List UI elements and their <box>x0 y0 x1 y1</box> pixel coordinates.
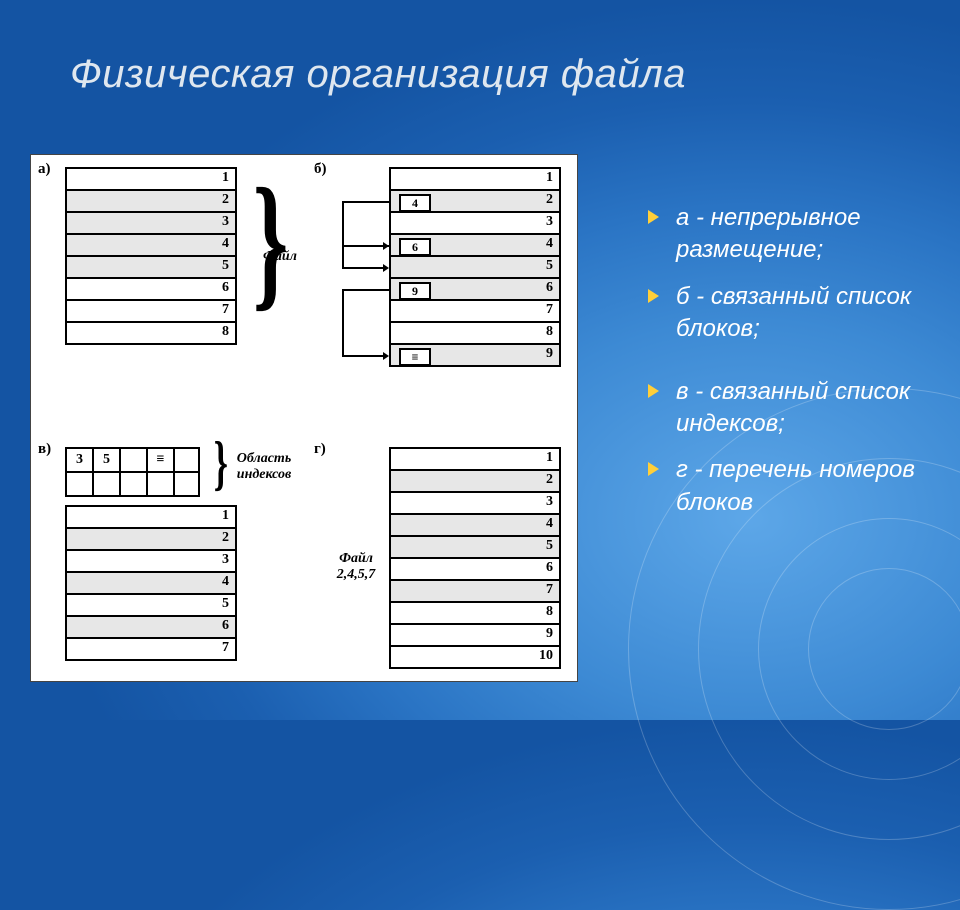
block-number: 3 <box>546 494 553 510</box>
panel-label-v: в) <box>38 441 51 458</box>
pointer-box: 9 <box>399 282 431 300</box>
index-cell: 3 <box>65 449 92 471</box>
panel-label-a: а) <box>38 161 51 178</box>
block-number: 4 <box>546 236 553 252</box>
bg-ring <box>808 568 960 730</box>
block-row: 2 <box>391 471 561 493</box>
block-row: 1 <box>391 449 561 471</box>
block-number: 1 <box>222 508 229 524</box>
block-row: 6 <box>67 617 237 639</box>
block-row: 69 <box>391 279 561 301</box>
block-number: 7 <box>546 302 553 318</box>
block-row: 3 <box>391 213 561 235</box>
block-row: 5 <box>391 537 561 559</box>
bullet-item: г - перечень номеров блоков <box>648 454 960 519</box>
block-row: 9≡ <box>391 345 561 367</box>
pointer-box: 6 <box>399 238 431 256</box>
bullet-list: а - непрерывное размещение; б - связанны… <box>608 202 960 533</box>
block-number: 4 <box>222 236 229 252</box>
block-row: 7 <box>391 301 561 323</box>
block-number: 5 <box>222 258 229 274</box>
block-number: 3 <box>222 214 229 230</box>
block-number: 8 <box>546 324 553 340</box>
block-number: 6 <box>222 280 229 296</box>
bullet-item: б - связанный список блоков; <box>648 281 960 346</box>
block-number: 1 <box>546 170 553 186</box>
block-number: 6 <box>222 618 229 634</box>
block-row: 3 <box>391 493 561 515</box>
block-row: 7 <box>391 581 561 603</box>
block-number: 4 <box>546 516 553 532</box>
block-number: 5 <box>546 538 553 554</box>
bullet-item: а - непрерывное размещение; <box>648 202 960 267</box>
block-number: 3 <box>222 552 229 568</box>
link-arrows <box>323 167 403 377</box>
panel-label-g: г) <box>314 441 326 458</box>
caption-idx: Область индексов <box>229 451 299 483</box>
index-cell <box>146 473 173 495</box>
block-row: 5 <box>67 595 237 617</box>
block-number: 2 <box>222 192 229 208</box>
block-number: 6 <box>546 560 553 576</box>
block-row: 4 <box>67 573 237 595</box>
block-number: 8 <box>222 324 229 340</box>
block-number: 3 <box>546 214 553 230</box>
block-number: 2 <box>546 472 553 488</box>
block-row: 7 <box>67 639 237 661</box>
index-cell <box>119 473 146 495</box>
index-cell <box>92 473 119 495</box>
block-row: 2 <box>67 529 237 551</box>
block-row: 1 <box>391 169 561 191</box>
index-cell: ≡ <box>146 449 173 471</box>
page-title: Физическая организация файла <box>70 52 686 97</box>
block-row: 5 <box>391 257 561 279</box>
block-number: 7 <box>222 302 229 318</box>
index-cell <box>173 449 200 471</box>
block-row: 1 <box>67 169 237 191</box>
block-row: 7 <box>67 301 237 323</box>
block-number: 2 <box>222 530 229 546</box>
block-number: 2 <box>546 192 553 208</box>
diagram-figure: а) 12345678 } Файл б) 124346569789≡ в) 3… <box>30 154 578 682</box>
bullet-item: в - связанный список индексов; <box>648 376 960 441</box>
block-number: 5 <box>222 596 229 612</box>
block-number: 10 <box>539 648 553 664</box>
pointer-box: 4 <box>399 194 431 212</box>
block-number: 7 <box>222 640 229 656</box>
block-row: 4 <box>67 235 237 257</box>
block-number: 6 <box>546 280 553 296</box>
caption-file: Файл <box>263 249 297 265</box>
block-row: 8 <box>391 323 561 345</box>
block-number: 9 <box>546 626 553 642</box>
block-row: 1 <box>67 507 237 529</box>
block-row: 46 <box>391 235 561 257</box>
block-row: 6 <box>67 279 237 301</box>
index-cell: 5 <box>92 449 119 471</box>
block-number: 8 <box>546 604 553 620</box>
block-row: 3 <box>67 213 237 235</box>
index-cell <box>119 449 146 471</box>
block-number: 5 <box>546 258 553 274</box>
pointer-box: ≡ <box>399 348 431 366</box>
block-row: 8 <box>391 603 561 625</box>
block-row: 9 <box>391 625 561 647</box>
block-number: 1 <box>546 450 553 466</box>
index-cell <box>65 473 92 495</box>
block-number: 4 <box>222 574 229 590</box>
caption-fileset: Файл 2,4,5,7 <box>325 551 387 583</box>
index-cell <box>173 473 200 495</box>
block-row: 4 <box>391 515 561 537</box>
block-number: 9 <box>546 346 553 362</box>
block-row: 24 <box>391 191 561 213</box>
block-row: 8 <box>67 323 237 345</box>
block-row: 3 <box>67 551 237 573</box>
block-row: 5 <box>67 257 237 279</box>
block-number: 7 <box>546 582 553 598</box>
block-row: 2 <box>67 191 237 213</box>
block-number: 1 <box>222 170 229 186</box>
block-row: 6 <box>391 559 561 581</box>
block-row: 10 <box>391 647 561 669</box>
